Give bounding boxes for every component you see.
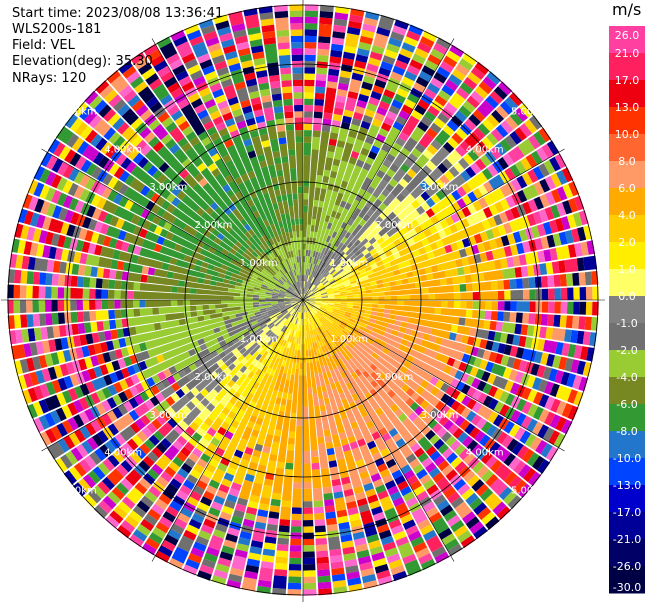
colorbar-tick-label: 17.0 <box>615 74 640 87</box>
range-ring-label: 2.00km <box>375 372 413 383</box>
colorbar-tick-label: -30.0 <box>613 581 641 594</box>
colorbar-segment <box>609 377 645 405</box>
colorbar-tick-label: 13.0 <box>615 101 640 114</box>
colorbar-tick-label: 2.0 <box>618 236 636 249</box>
colorbar: 26.0 21.0 17.0 13.0 10.0 8.0 6.0 4.0 2.0 1.0 0.0 -1… <box>609 26 645 594</box>
colorbar-tick-label: -13.0 <box>613 479 641 492</box>
azimuth-spoke <box>151 38 304 301</box>
azimuth-spoke <box>302 299 455 562</box>
colorbar-tick-label: 0.0 <box>618 290 636 303</box>
colorbar-segment <box>609 242 645 270</box>
range-ring-label: 3.00km <box>421 182 459 193</box>
colorbar-tick-label: -21.0 <box>613 533 641 546</box>
azimuth-spoke <box>302 148 565 301</box>
ppi-gate-group <box>238 237 505 521</box>
range-ring-label: 5.00km <box>59 486 97 497</box>
range-ring-label: 5.00km <box>511 486 549 497</box>
colorbar-tick-label: 21.0 <box>615 47 640 60</box>
nrays-label: NRays: 120 <box>12 71 87 86</box>
colorbar-segment <box>609 323 645 351</box>
colorbar-segment <box>609 134 645 162</box>
range-ring-label: 3.00km <box>149 182 187 193</box>
field-label: Field: VEL <box>12 38 75 53</box>
colorbar-segment <box>609 404 645 432</box>
colorbar-segment <box>609 485 645 513</box>
colorbar-tick-label: -1.0 <box>616 317 637 330</box>
ppi-gate-group <box>166 149 489 448</box>
colorbar-segment <box>609 80 645 108</box>
range-ring-label: 3.00km <box>149 410 187 421</box>
colorbar-segment <box>609 107 645 135</box>
range-ring-label: 1.00km <box>240 334 278 345</box>
range-rings: 1.00km 1.00km 1.00km 1.00km 2.00km 2.00km 2.00… <box>1 0 605 602</box>
colorbar-tick-label: -26.0 <box>613 560 641 573</box>
instrument-label: WLS200s-181 <box>12 22 102 37</box>
colorbar-tick-label: -6.0 <box>616 398 637 411</box>
range-ring-label: 2.00km <box>375 220 413 231</box>
range-ring-label: 5.00km <box>59 106 97 117</box>
range-ring-label: 3.00km <box>421 410 459 421</box>
colorbar-segment <box>609 215 645 243</box>
colorbar-tick-label: 10.0 <box>615 128 640 141</box>
ppi-gate-group <box>27 5 598 590</box>
colorbar-tick-label: 1.0 <box>618 263 636 276</box>
colorbar-segment <box>609 539 645 567</box>
elevation-label: Elevation(deg): 35.30 <box>12 54 153 69</box>
range-ring-label: 2.00km <box>195 220 233 231</box>
colorbar-unit-label: m/s <box>612 0 642 19</box>
colorbar-segment <box>609 269 645 297</box>
ppi-gate-group <box>96 126 370 336</box>
range-ring-label: 5.00km <box>511 106 549 117</box>
colorbar-tick-label: -17.0 <box>613 506 641 519</box>
ppi-plot-area <box>7 4 599 596</box>
range-ring-label: 4.00km <box>104 448 142 459</box>
colorbar-tick-label: -4.0 <box>616 371 637 384</box>
azimuth-spoke <box>302 38 455 301</box>
range-ring-label: 4.00km <box>466 448 504 459</box>
colorbar-tick-label: 26.0 <box>615 29 640 42</box>
colorbar-tick-label: 4.0 <box>618 209 636 222</box>
colorbar-segment <box>609 53 645 81</box>
range-ring-label: 4.00km <box>466 144 504 155</box>
azimuth-spoke <box>41 299 304 452</box>
azimuth-spoke <box>151 299 304 562</box>
ppi-gate-group <box>14 17 599 596</box>
ppi-gate-group <box>11 10 577 594</box>
colorbar-tick-label: -10.0 <box>613 452 641 465</box>
colorbar-tick-label: -2.0 <box>616 344 637 357</box>
range-ring-label: 2.00km <box>195 372 233 383</box>
range-ring-label: 1.00km <box>330 334 368 345</box>
colorbar-segment <box>609 161 645 189</box>
ppi-gate-group <box>354 363 425 437</box>
range-ring-label: 1.00km <box>330 258 368 269</box>
range-ring-label: 4.00km <box>104 144 142 155</box>
colorbar-segment <box>609 512 645 540</box>
start-time-label: Start time: 2023/08/08 13:36:41 <box>12 6 224 21</box>
colorbar-segment <box>609 188 645 216</box>
range-ring-label: 1.00km <box>240 258 278 269</box>
colorbar-segment <box>609 431 645 459</box>
colorbar-segment <box>609 26 645 54</box>
colorbar-segment <box>609 350 645 378</box>
colorbar-segment <box>609 458 645 486</box>
colorbar-segment <box>609 296 645 324</box>
colorbar-tick-label: 8.0 <box>618 155 636 168</box>
colorbar-segment <box>609 566 645 594</box>
azimuth-spoke <box>41 148 304 301</box>
colorbar-tick-label: -8.0 <box>616 425 637 438</box>
colorbar-tick-label: 6.0 <box>618 182 636 195</box>
azimuth-spoke <box>302 299 565 452</box>
